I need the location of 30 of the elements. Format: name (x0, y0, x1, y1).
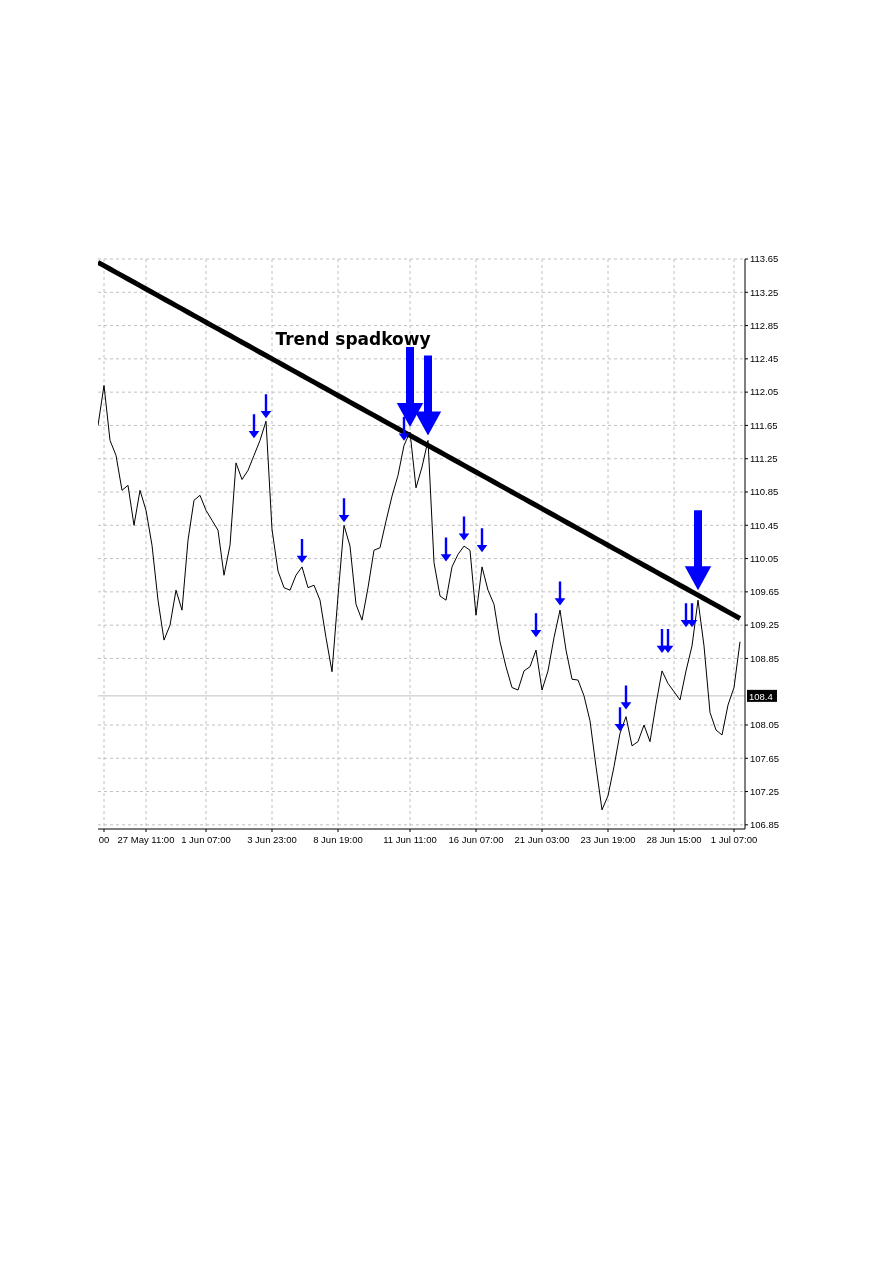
y-tick-label: 112.45 (750, 353, 779, 365)
y-tick-label: 108.85 (750, 652, 780, 664)
x-tick-label: 21 Jun 03:00 (514, 834, 570, 845)
y-tick-label: 109.65 (750, 586, 780, 598)
x-tick-label: 11 Jun 11:00 (383, 834, 437, 845)
x-tick-label: 27 May 11:00 (117, 834, 175, 845)
x-tick-label: 1 Jun 07:00 (181, 834, 231, 845)
y-tick-label: 109.25 (750, 619, 780, 631)
y-tick-label: 111.25 (750, 453, 778, 465)
y-tick-label: 110.05 (750, 552, 779, 564)
x-tick-label: 8 Jun 19:00 (313, 834, 363, 845)
y-tick-label: 110.85 (750, 486, 779, 498)
y-tick-label: 106.85 (750, 819, 780, 831)
y-tick-label: 112.05 (750, 386, 779, 398)
x-tick-label: 00 (98, 834, 110, 845)
y-tick-label: 108.05 (750, 719, 780, 731)
y-tick-label: 111.65 (750, 419, 778, 431)
y-tick-label: 107.25 (750, 785, 780, 797)
x-tick-label: 23 Jun 19:00 (580, 834, 636, 845)
y-tick-label: 113.65 (750, 253, 779, 265)
y-tick-label: 110.45 (750, 519, 779, 531)
annotation: Trend spadkowy (275, 328, 431, 349)
y-tick-label: 113.25 (750, 286, 779, 298)
x-tick-label: 1 Jul 07:00 (710, 834, 758, 845)
ref-line-label: 108.4 (749, 690, 773, 702)
y-tick-label: 107.65 (750, 752, 780, 764)
x-tick-label: 3 Jun 23:00 (247, 834, 297, 845)
x-tick-label: 16 Jun 07:00 (448, 834, 504, 845)
x-tick-label: 28 Jun 15:00 (646, 834, 702, 845)
y-tick-label: 112.85 (750, 319, 779, 331)
